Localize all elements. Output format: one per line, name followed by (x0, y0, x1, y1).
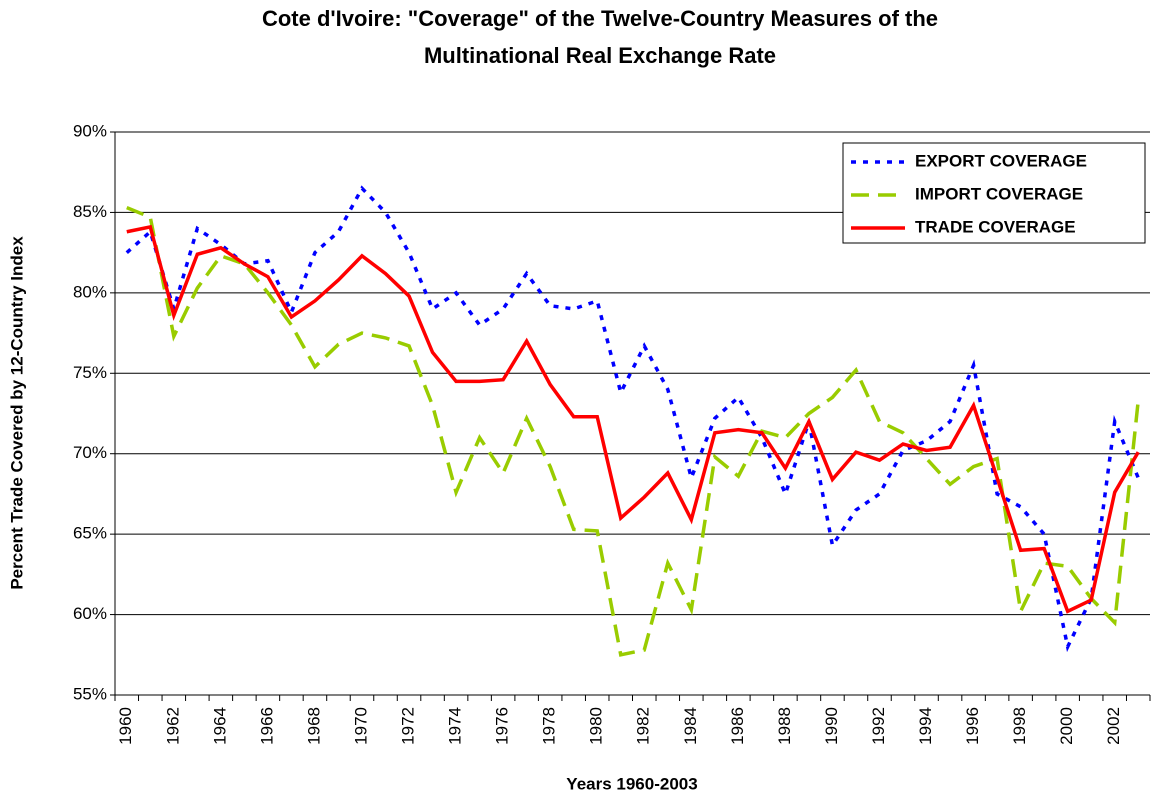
x-tick-label: 1990 (822, 707, 841, 745)
x-tick-label: 2000 (1057, 707, 1076, 745)
series-line (126, 224, 1140, 614)
x-tick-label: 1998 (1010, 707, 1029, 745)
x-tick-label: 2002 (1104, 707, 1123, 745)
x-tick-label: 1966 (257, 707, 276, 745)
y-tick-label: 55% (73, 684, 107, 703)
y-tick-label: 75% (73, 363, 107, 382)
x-tick-label: 1988 (775, 707, 794, 745)
x-tick-label: 1982 (634, 707, 653, 745)
y-tick-label: 60% (73, 604, 107, 623)
x-tick-label: 1976 (493, 707, 512, 745)
x-tick-label: 1994 (916, 707, 935, 745)
x-tick-label: 1992 (869, 707, 888, 745)
legend-label: TRADE COVERAGE (915, 217, 1076, 236)
x-tick-label: 1996 (963, 707, 982, 745)
legend-label: IMPORT COVERAGE (915, 184, 1083, 203)
y-tick-label: 90% (73, 121, 107, 140)
y-tick-label: 65% (73, 524, 107, 543)
y-tick-label: 85% (73, 202, 107, 221)
x-axis-title: Years 1960-2003 (566, 774, 697, 793)
x-tick-label: 1964 (210, 707, 229, 745)
x-tick-label: 1970 (351, 707, 370, 745)
x-tick-label: 1968 (304, 707, 323, 745)
x-tick-label: 1984 (681, 707, 700, 745)
legend-label: EXPORT COVERAGE (915, 151, 1087, 170)
x-tick-label: 1974 (446, 707, 465, 745)
x-tick-label: 1978 (540, 707, 559, 745)
x-tick-label: 1980 (587, 707, 606, 745)
y-tick-label: 70% (73, 443, 107, 462)
chart-title: Multinational Real Exchange Rate (424, 43, 776, 68)
x-tick-label: 1960 (116, 707, 135, 745)
series-line (126, 205, 1140, 657)
x-tick-label: 1962 (163, 707, 182, 745)
series-line (125, 185, 1140, 653)
y-tick-label: 80% (73, 282, 107, 301)
x-tick-label: 1986 (728, 707, 747, 745)
x-tick-label: 1972 (399, 707, 418, 745)
chart-title: Cote d'Ivoire: "Coverage" of the Twelve-… (262, 6, 938, 31)
y-axis-title: Percent Trade Covered by 12-Country Inde… (7, 236, 26, 590)
